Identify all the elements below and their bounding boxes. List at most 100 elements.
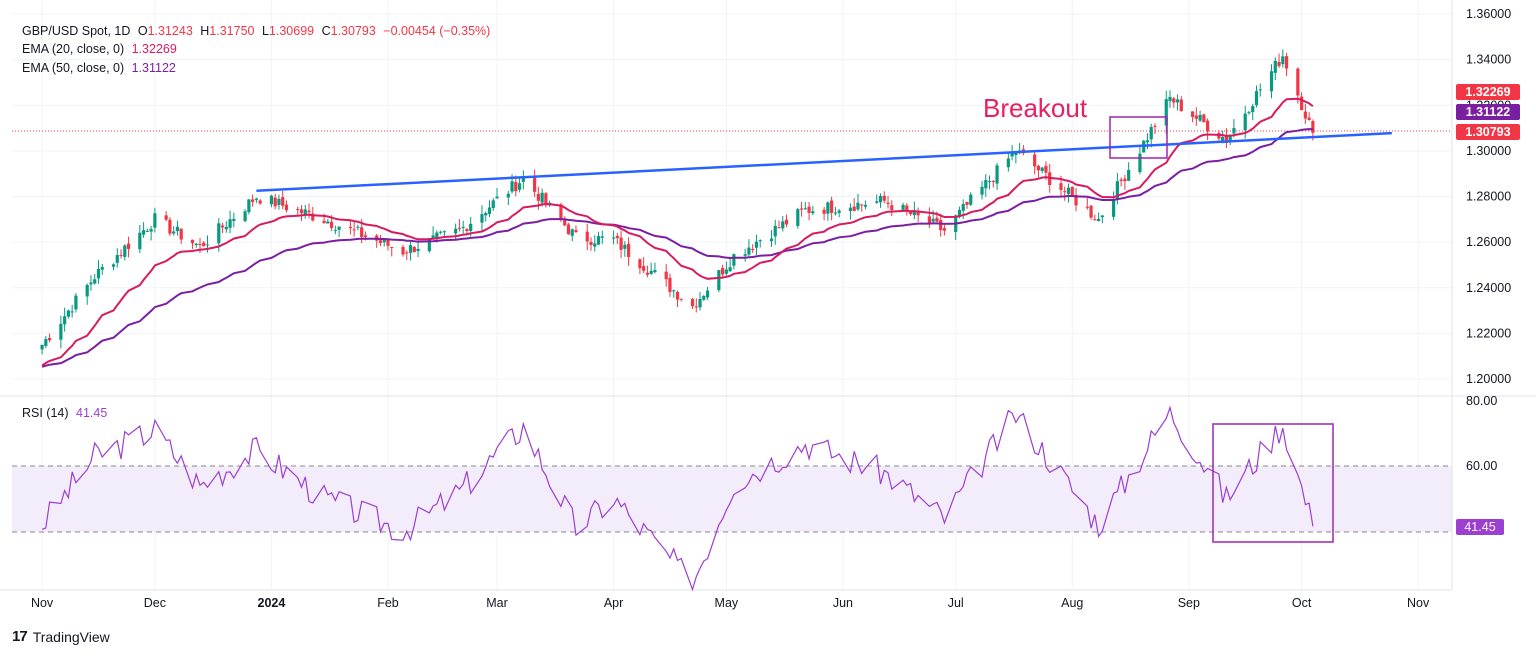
- candle-body: [803, 208, 807, 210]
- candle-body: [830, 200, 834, 213]
- candle-body: [514, 181, 518, 192]
- candle-body: [957, 209, 962, 217]
- candle-body: [1153, 125, 1157, 127]
- candle-body: [863, 204, 868, 207]
- candle-body: [322, 220, 326, 224]
- candle-body: [1273, 60, 1277, 73]
- candle-body: [326, 221, 330, 224]
- candle-body: [664, 271, 668, 280]
- candle-body: [566, 224, 571, 235]
- candle-body: [995, 165, 999, 184]
- candle-body: [299, 209, 304, 214]
- last-price-tag: 1.30793: [1456, 124, 1520, 140]
- candle-body: [1070, 186, 1074, 196]
- candle-body: [224, 226, 228, 230]
- time-tick-label: Oct: [1292, 596, 1312, 610]
- candle-body: [931, 218, 935, 222]
- candle-body: [980, 186, 984, 195]
- candle-body: [1311, 121, 1315, 133]
- candle-body: [536, 193, 540, 201]
- candle-body: [611, 237, 616, 239]
- candle-body: [63, 316, 67, 325]
- low-value: 1.30699: [268, 24, 315, 38]
- candle-body: [348, 226, 352, 228]
- candle-body: [469, 223, 473, 232]
- candle-body: [1100, 215, 1104, 218]
- candle-body: [1190, 111, 1195, 117]
- time-tick-label: Apr: [604, 596, 623, 610]
- candle-body: [296, 208, 300, 210]
- candle-body: [378, 240, 383, 243]
- candle-body: [232, 218, 236, 221]
- candle-body: [984, 179, 988, 189]
- candle-body: [1149, 126, 1153, 140]
- candle-body: [100, 267, 104, 270]
- candle-body: [1085, 206, 1089, 208]
- ohlc-legend: GBP/USD Spot, 1D O1.31243 H1.31750 L1.30…: [22, 24, 494, 38]
- candle-body: [908, 211, 913, 215]
- candle-body: [111, 264, 116, 267]
- candle-body: [796, 209, 800, 226]
- rsi-axis: 80.00 60.00: [1466, 394, 1497, 473]
- breakout-label: Breakout: [983, 93, 1088, 123]
- candle-body: [642, 266, 646, 271]
- candle-body: [59, 323, 63, 340]
- candle-body: [465, 229, 469, 232]
- candle-body: [390, 247, 394, 249]
- candle-body: [153, 213, 157, 228]
- ema50-label: EMA (50, close, 0): [22, 61, 125, 75]
- candle-body: [356, 226, 360, 228]
- low-label: L: [261, 24, 269, 38]
- candle-body: [675, 291, 680, 300]
- tradingview-mark-icon: 17: [12, 628, 28, 645]
- candle-body: [1224, 135, 1229, 143]
- time-tick-label: Nov: [31, 596, 54, 610]
- candle-body: [1074, 195, 1078, 206]
- tradingview-logo[interactable]: 17 TradingView: [12, 628, 110, 645]
- candle-body: [205, 244, 210, 246]
- candle-body: [85, 284, 89, 297]
- candle-body: [822, 209, 826, 214]
- candle-body: [751, 248, 755, 250]
- time-tick-label: Aug: [1061, 596, 1083, 610]
- candle-body: [1232, 128, 1236, 134]
- time-axis: Nov Dec 2024 Feb Mar Apr May Jun Jul Aug Sep Oct Nov: [31, 596, 1430, 610]
- candle-body: [1228, 135, 1232, 141]
- time-tick-label: Sep: [1178, 596, 1200, 610]
- candle-body: [649, 270, 653, 275]
- candle-body: [694, 306, 698, 308]
- candle-body: [826, 202, 830, 214]
- candle-body: [807, 206, 811, 213]
- candle-body: [702, 296, 706, 300]
- candle-body: [480, 214, 484, 223]
- candle-body: [70, 311, 74, 313]
- candle-body: [777, 227, 781, 229]
- candle-body: [277, 198, 281, 205]
- candle-body: [833, 212, 837, 214]
- candle-body: [1247, 112, 1251, 114]
- candle-body: [1198, 114, 1202, 121]
- rsi-label: RSI (14): [22, 406, 69, 420]
- open-label: O: [137, 24, 148, 38]
- candle-body: [1127, 169, 1131, 181]
- candle-body: [126, 243, 131, 249]
- price-tick-label: 1.22000: [1466, 326, 1511, 340]
- candle-body: [679, 298, 683, 300]
- candle-body: [942, 228, 947, 231]
- candle-body: [386, 239, 390, 246]
- rsi-value: 41.45: [76, 406, 108, 420]
- candle-body: [935, 217, 939, 222]
- candle-body: [1179, 99, 1183, 112]
- rsi-highlight-box: [1212, 423, 1334, 543]
- candle-body: [747, 247, 751, 255]
- candle-body: [717, 270, 721, 291]
- candle-body: [487, 207, 492, 214]
- candle-body: [442, 231, 446, 233]
- ema50-line: [41, 128, 1313, 368]
- candle-body: [66, 310, 70, 317]
- candle-body: [1254, 91, 1259, 106]
- candles: [40, 49, 1315, 355]
- price-tick-label: 1.36000: [1466, 7, 1511, 21]
- ema20-label: EMA (20, close, 0): [22, 42, 125, 56]
